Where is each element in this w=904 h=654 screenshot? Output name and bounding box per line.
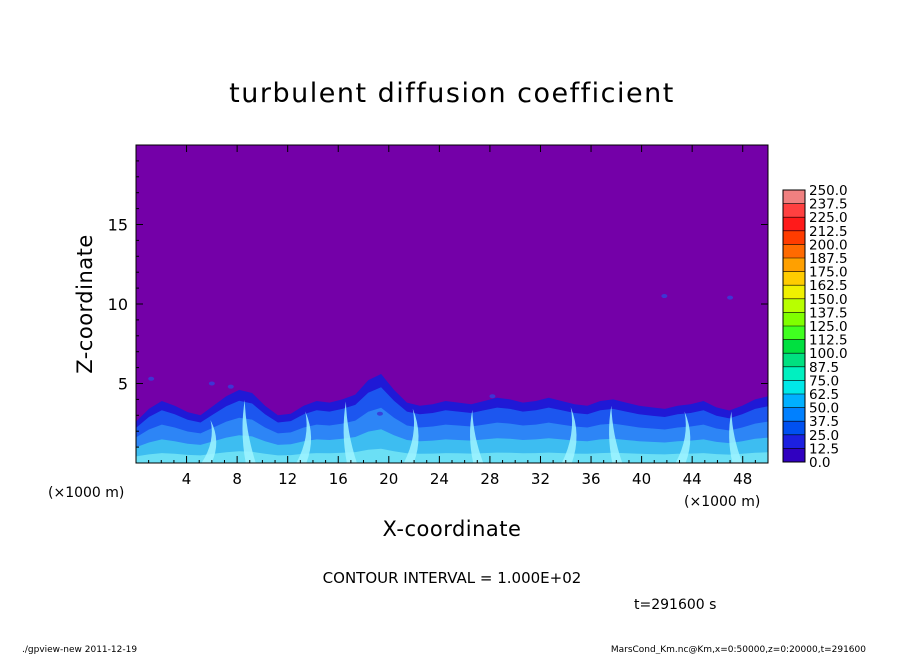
x-tick-label: 48 <box>733 470 752 488</box>
x-unit-left: (×1000 m) <box>48 485 124 501</box>
time-label: t=291600 s <box>634 597 716 613</box>
colorbar-label: 100.0 <box>809 346 848 362</box>
colorbar-swatch <box>783 312 805 327</box>
colorbar-swatch <box>783 230 805 245</box>
y-tick-label: 10 <box>108 295 128 314</box>
x-tick-label: 36 <box>581 470 600 488</box>
layer-level-5 <box>136 448 768 463</box>
colorbar-label: 37.5 <box>809 414 839 430</box>
colorbar-swatch <box>783 421 805 436</box>
colorbar-swatch <box>783 298 805 313</box>
colorbar-label: 12.5 <box>809 441 839 457</box>
colorbar-label: 212.5 <box>809 224 848 240</box>
colorbar-label: 50.0 <box>809 401 839 417</box>
plume-streak <box>609 405 623 463</box>
colorbar-label: 25.0 <box>809 428 839 444</box>
colorbar: 250.0237.5225.0212.5200.0187.5175.0162.5… <box>782 183 848 471</box>
colorbar-swatch <box>783 217 805 232</box>
colorbar-label: 200.0 <box>809 237 848 253</box>
colorbar-label: 187.5 <box>809 251 848 267</box>
y-tick-label: 15 <box>108 216 128 235</box>
colorbar-swatch <box>783 366 805 381</box>
colorbar-swatch <box>783 407 805 422</box>
x-tick-label: 32 <box>531 470 550 488</box>
colorbar-label: 175.0 <box>809 265 848 281</box>
y-tick-label: 5 <box>118 375 128 394</box>
colorbar-label: 137.5 <box>809 305 848 321</box>
plume-streak <box>675 411 691 463</box>
colorbar-swatch <box>783 434 805 449</box>
contour-interval-label: CONTOUR INTERVAL = 1.000E+02 <box>323 569 582 587</box>
plume-streak <box>343 401 357 463</box>
plume-streak <box>403 408 419 463</box>
colorbar-swatch <box>783 380 805 395</box>
turbulence-blob <box>208 381 215 386</box>
x-tick-label: 24 <box>430 470 449 488</box>
colorbar-label: 75.0 <box>809 373 839 389</box>
colorbar-label: 112.5 <box>809 333 848 349</box>
colorbar-swatch <box>783 258 805 272</box>
y-axis-ticks: 5 10 15 <box>108 160 768 448</box>
turbulence-blob <box>489 394 496 399</box>
colorbar-label: 62.5 <box>809 387 839 403</box>
colorbar-label: 225.0 <box>809 210 848 226</box>
colorbar-swatch <box>783 448 805 463</box>
colorbar-swatch <box>783 271 805 286</box>
colorbar-swatch <box>783 353 805 368</box>
colorbar-swatch <box>783 244 805 259</box>
colorbar-swatch <box>783 326 805 340</box>
colorbar-label: 237.5 <box>809 197 848 213</box>
x-tick-label: 28 <box>480 470 499 488</box>
turbulence-blob <box>661 294 668 299</box>
plume-streak <box>470 410 484 463</box>
footer-right: MarsCond_Km.nc@Km,x=0:50000,z=0:20000,t=… <box>611 645 866 654</box>
turbulence-blob <box>148 376 155 381</box>
colorbar-swatch <box>783 203 805 218</box>
x-tick-label: 40 <box>632 470 651 488</box>
x-tick-label: 20 <box>379 470 398 488</box>
plume-streak <box>561 407 577 463</box>
x-unit-right: (×1000 m) <box>684 494 760 510</box>
colorbar-label: 162.5 <box>809 278 848 294</box>
plume-streak <box>242 400 256 463</box>
colorbar-label: 0.0 <box>809 455 830 471</box>
colorbar-swatch <box>783 394 805 408</box>
y-axis-label: Z-coordinate <box>73 234 97 374</box>
x-tick-label: 16 <box>329 470 348 488</box>
plume-streak <box>201 420 217 463</box>
turbulence-blob <box>376 411 383 416</box>
chart-title: turbulent diffusion coefficient <box>229 78 675 109</box>
x-tick-label: 12 <box>278 470 297 488</box>
x-tick-label: 4 <box>182 470 192 488</box>
x-tick-label: 8 <box>232 470 242 488</box>
colorbar-label: 250.0 <box>809 183 848 199</box>
turbulence-field <box>136 294 768 463</box>
footer-left: ./gpview-new 2011-12-19 <box>22 645 137 654</box>
colorbar-label: 125.0 <box>809 319 848 335</box>
x-tick-label: 44 <box>683 470 702 488</box>
colorbar-label: 87.5 <box>809 360 839 376</box>
colorbar-label: 150.0 <box>809 292 848 308</box>
plume-streak <box>729 411 743 463</box>
colorbar-swatch <box>783 285 805 300</box>
turbulence-blob <box>227 384 234 389</box>
turbulence-blob <box>727 295 734 300</box>
colorbar-swatch <box>783 339 805 354</box>
colorbar-swatch <box>783 190 805 204</box>
x-axis-ticks: 4 8 12 16 20 24 28 32 36 40 44 48 <box>148 145 756 488</box>
x-axis-label: X-coordinate <box>383 517 522 541</box>
plume-streak <box>296 411 312 463</box>
